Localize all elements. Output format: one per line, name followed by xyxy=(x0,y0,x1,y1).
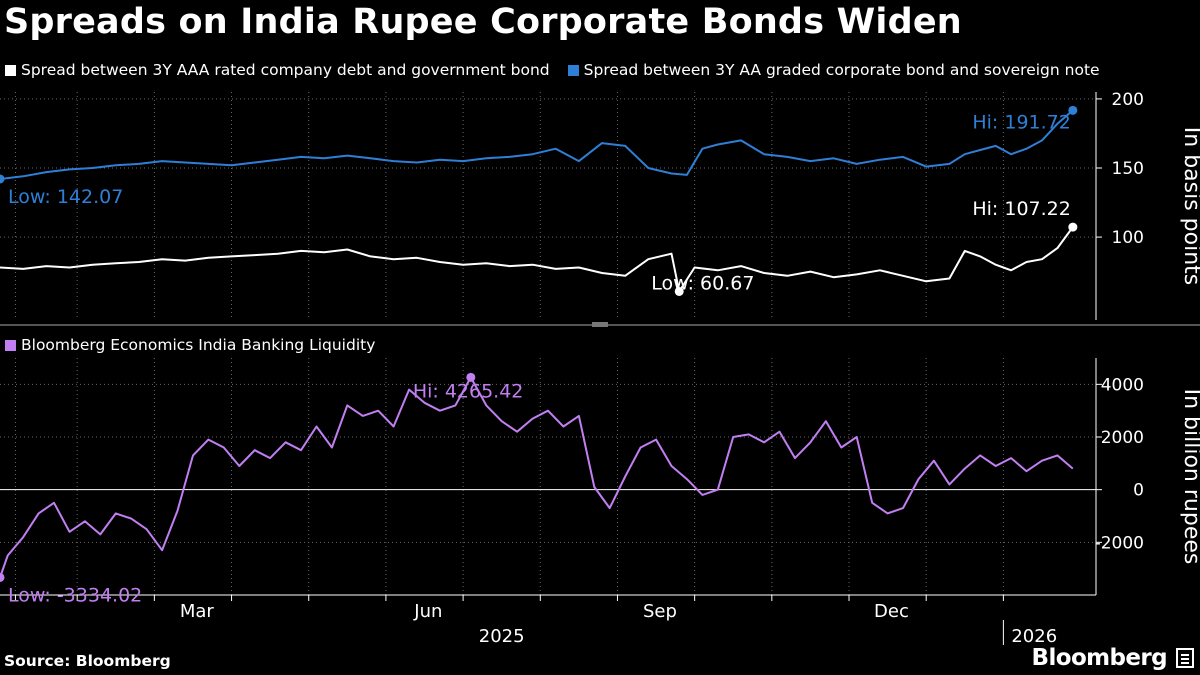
legend-swatch-aa xyxy=(567,64,579,76)
panel-divider-handle xyxy=(592,322,608,327)
series-line-top-0 xyxy=(0,226,1074,293)
y-tick-label: -2000 xyxy=(1095,533,1144,553)
legend-bottom: Bloomberg Economics India Banking Liquid… xyxy=(5,336,375,354)
series-line-bottom-0 xyxy=(0,376,1074,578)
chart-title: Spreads on India Rupee Corporate Bonds W… xyxy=(4,2,962,42)
legend-swatch-aaa xyxy=(5,64,16,76)
terminal-icon xyxy=(1176,648,1194,668)
annotation-dot xyxy=(674,286,684,296)
x-year-label: 2025 xyxy=(479,626,525,647)
series-line-top-1 xyxy=(0,109,1074,180)
x-tick-label: Sep xyxy=(643,601,677,622)
annotation-label: Hi: 107.22 xyxy=(972,198,1071,220)
annotation-dot xyxy=(466,372,476,382)
annotation-label: Hi: 4265.42 xyxy=(413,380,524,402)
x-year-label: 2026 xyxy=(1011,626,1057,647)
legend-top: Spread between 3Y AAA rated company debt… xyxy=(5,61,1100,79)
y-tick-label: 200 xyxy=(1112,90,1144,110)
annotation-dot xyxy=(1068,222,1078,232)
annotation-dot xyxy=(0,572,5,582)
annotation-label: Low: 60.67 xyxy=(651,272,754,294)
x-tick-label: Dec xyxy=(874,601,909,622)
y-tick-label: 150 xyxy=(1112,159,1144,179)
y-tick-label: 4000 xyxy=(1101,375,1144,395)
legend-swatch-liquidity xyxy=(5,339,16,351)
x-tick-label: Jun xyxy=(413,601,442,622)
annotation-dot xyxy=(1068,105,1078,115)
legend-label-aa: Spread between 3Y AA graded corporate bo… xyxy=(583,61,1100,79)
annotation-label: Hi: 191.72 xyxy=(972,111,1071,133)
source-note: Source: Bloomberg xyxy=(4,652,171,670)
y-axis-title: In basis points xyxy=(1179,127,1200,285)
annotation-dot xyxy=(0,174,5,184)
y-tick-label: 100 xyxy=(1112,228,1144,248)
bloomberg-logo: Bloomberg xyxy=(1031,645,1168,671)
y-tick-label: 2000 xyxy=(1101,428,1144,448)
annotation-label: Low: -3334.02 xyxy=(8,584,142,606)
annotation-label: Low: 142.07 xyxy=(8,186,123,208)
x-tick-label: Mar xyxy=(180,601,215,622)
y-axis-title: In billion rupees xyxy=(1179,389,1200,565)
legend-label-liquidity: Bloomberg Economics India Banking Liquid… xyxy=(21,336,376,354)
y-tick-label: 0 xyxy=(1133,481,1144,501)
legend-label-aaa: Spread between 3Y AAA rated company debt… xyxy=(21,61,550,79)
